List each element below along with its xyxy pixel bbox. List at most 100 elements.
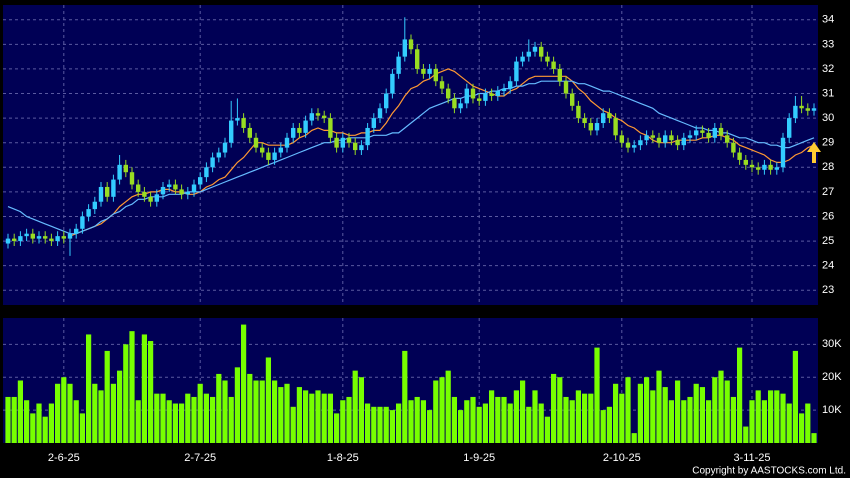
volume-bar (73, 400, 79, 443)
candle-body (563, 81, 569, 94)
volume-bar (321, 393, 327, 443)
candle-body (173, 184, 178, 190)
y-tick-label: 25 (822, 235, 834, 247)
volume-bar (650, 390, 656, 443)
candle-body (36, 236, 42, 239)
candle-body (539, 46, 544, 57)
volume-bar (303, 390, 309, 443)
candle-body (470, 88, 476, 99)
volume-bar (693, 383, 699, 443)
candle-body (359, 145, 364, 151)
candle-body (526, 51, 531, 57)
volume-bar (315, 390, 321, 443)
candle-body (452, 98, 457, 109)
volume-bar (761, 400, 767, 443)
volume-bar (737, 347, 743, 443)
x-tick-label: 2-6-25 (48, 452, 80, 464)
volume-bar (619, 393, 625, 443)
y-tick-label: 20K (822, 371, 842, 383)
candle-body (12, 238, 17, 242)
volume-bar (482, 403, 488, 443)
volume-bar (234, 367, 240, 443)
volume-bar (272, 380, 278, 443)
candle-body (520, 56, 525, 62)
candle-body (756, 167, 761, 170)
volume-bar (166, 400, 172, 443)
candle-body (427, 68, 432, 74)
volume-bar (582, 393, 588, 443)
volume-bar (637, 383, 643, 443)
volume-bar (470, 396, 476, 443)
candle-body (780, 137, 786, 168)
volume-bar (141, 334, 147, 443)
volume-bar (811, 433, 817, 443)
candle-body (489, 93, 494, 96)
candle-body (762, 164, 767, 170)
candle-body (377, 108, 383, 119)
candle-body (278, 147, 283, 153)
candle-body (551, 61, 556, 69)
candle-body (774, 167, 779, 170)
candle-body (433, 68, 438, 82)
candle-body (55, 236, 60, 242)
candle-body (601, 113, 606, 124)
candle-body (86, 209, 91, 217)
candle-body (805, 108, 810, 111)
volume-bar (203, 393, 209, 443)
volume-bar (17, 380, 23, 443)
volume-bar (61, 377, 67, 443)
y-tick-label: 30K (822, 338, 842, 350)
candle-body (743, 159, 748, 165)
signal-arrow (807, 142, 821, 163)
volume-bar (228, 396, 234, 443)
volume-bar (439, 377, 445, 443)
candle-body (148, 196, 153, 202)
candle-body (588, 123, 593, 131)
volume-bar (563, 396, 569, 443)
candle-body (266, 152, 271, 160)
volume-bar (557, 377, 563, 443)
candle-body (712, 127, 717, 138)
volume-bar (396, 403, 402, 443)
candle-body (656, 137, 662, 143)
candle-body (98, 186, 104, 202)
candle-body (650, 135, 655, 138)
candle-body (371, 118, 376, 128)
volume-bar (154, 393, 160, 443)
volume-bar (179, 403, 185, 443)
volume-bar (780, 393, 786, 443)
candle-body (594, 123, 600, 131)
candle-body (49, 238, 54, 242)
volume-bar (210, 396, 216, 443)
volume-bar (216, 373, 222, 443)
volume-bar (327, 393, 333, 443)
volume-bar (526, 406, 532, 443)
candle-body (291, 127, 296, 138)
volume-bar (334, 413, 340, 443)
y-tick-label: 24 (822, 260, 834, 272)
candle-body (681, 137, 686, 146)
volume-bar (55, 383, 61, 443)
volume-bar (414, 396, 420, 443)
volume-bar (259, 380, 265, 443)
candle-body (514, 61, 519, 82)
volume-bar (743, 426, 749, 443)
candle-body (495, 91, 500, 96)
volume-bar (755, 390, 761, 443)
moving-average-line (7, 80, 815, 235)
volume-bar (241, 324, 247, 443)
volume-bar (135, 400, 141, 443)
candle-body (737, 152, 742, 160)
volume-bar (495, 396, 501, 443)
y-tick-label: 32 (822, 63, 834, 75)
volume-bar (662, 387, 668, 443)
candle-body (210, 157, 215, 168)
candle-body (334, 137, 339, 148)
candle-body (340, 137, 345, 148)
volume-bar (371, 406, 377, 443)
y-tick-label: 29 (822, 137, 834, 149)
candle-body (315, 113, 321, 116)
volume-bar (501, 396, 507, 443)
